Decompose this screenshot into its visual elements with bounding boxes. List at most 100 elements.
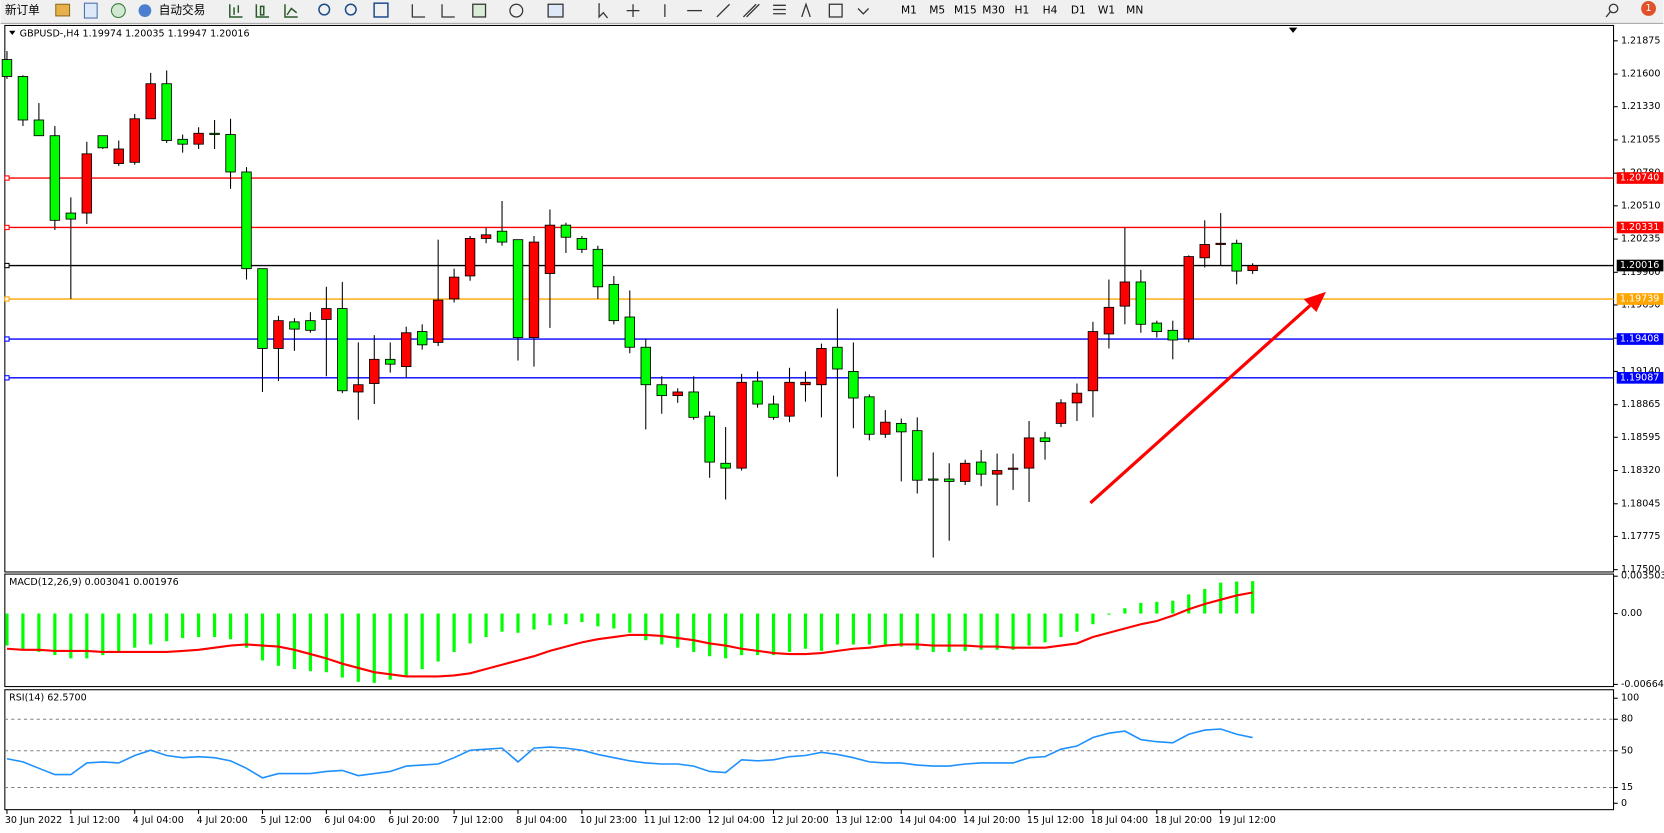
- macd-bar: [484, 613, 488, 638]
- icon[interactable]: [441, 4, 455, 18]
- chart-background: [0, 24, 1664, 833]
- icon[interactable]: [828, 3, 843, 18]
- timeframe-button[interactable]: D1: [1071, 4, 1086, 17]
- macd-bar: [1091, 613, 1095, 625]
- candle-body: [177, 138, 188, 145]
- timeframe-button[interactable]: M5: [929, 4, 945, 17]
- macd-bar: [548, 613, 552, 626]
- macd-bar: [1059, 613, 1063, 638]
- candle-body: [225, 134, 236, 173]
- candle-body: [832, 346, 843, 370]
- candle-body: [416, 331, 428, 346]
- candle-body: [1, 59, 13, 77]
- macd-bar: [979, 613, 983, 650]
- y-tick-label: 1.17500: [1621, 564, 1660, 575]
- timeframe-button[interactable]: M1: [901, 4, 917, 17]
- candle-body: [656, 384, 667, 397]
- y-tick-label: 15: [1621, 782, 1633, 793]
- macd-bar: [1123, 608, 1127, 614]
- icon[interactable]: [255, 4, 270, 18]
- icon[interactable]: [110, 3, 126, 19]
- candle-body: [480, 234, 492, 239]
- candle-body: [257, 268, 268, 349]
- x-tick-label: 11 Jul 12:00: [644, 815, 701, 826]
- auto-trading-button[interactable]: 自动交易: [159, 3, 206, 17]
- icon[interactable]: [598, 3, 609, 19]
- candle-body: [560, 224, 572, 238]
- candle-body: [305, 320, 316, 331]
- macd-bar: [851, 613, 855, 645]
- icon[interactable]: [857, 8, 870, 15]
- icon[interactable]: [373, 2, 389, 18]
- icon[interactable]: [472, 3, 487, 18]
- y-tick-label: 1.21055: [1621, 134, 1660, 145]
- icon[interactable]: [411, 4, 426, 18]
- new-order-button[interactable]: 新订单: [5, 3, 40, 17]
- candle-body: [784, 381, 795, 417]
- timeframe-button[interactable]: M15: [954, 4, 977, 17]
- y-tick-label: 1.21330: [1621, 101, 1660, 112]
- icon[interactable]: [83, 2, 98, 19]
- candle-body: [608, 283, 620, 322]
- icon[interactable]: [547, 3, 564, 18]
- candle-body: [1231, 242, 1242, 272]
- timeframe-button[interactable]: H1: [1014, 4, 1029, 17]
- x-tick-label: 15 Jul 12:00: [1027, 815, 1084, 826]
- y-tick-label: 1.19960: [1621, 267, 1660, 278]
- icon[interactable]: [344, 3, 357, 16]
- icon[interactable]: [716, 3, 731, 18]
- icon[interactable]: [742, 3, 760, 18]
- price-label: 1.20016: [1620, 260, 1659, 271]
- x-tick-label: 14 Jul 20:00: [963, 815, 1020, 826]
- icon[interactable]: [773, 4, 786, 15]
- macd-bar: [420, 613, 424, 670]
- macd-bar: [1235, 581, 1239, 614]
- candle-body: [896, 422, 907, 433]
- macd-bar: [101, 613, 105, 656]
- candle-body: [464, 238, 476, 277]
- macd-bar: [724, 613, 728, 659]
- candle-body: [624, 316, 635, 348]
- chart-shift-marker: [1288, 27, 1298, 33]
- icon[interactable]: [284, 4, 298, 18]
- timeframe-button[interactable]: W1: [1098, 4, 1115, 17]
- candle-body: [944, 478, 955, 482]
- macd-bar: [835, 613, 840, 645]
- price-label: 1.19408: [1620, 334, 1659, 345]
- y-tick-label: 1.21875: [1621, 35, 1660, 46]
- chart-window: GBPUSD-,H4 1.19974 1.20035 1.19947 1.200…: [0, 24, 1664, 833]
- macd-bar: [596, 613, 600, 627]
- x-tick-label: 7 Jul 12:00: [452, 815, 503, 826]
- line-anchor: [4, 336, 10, 342]
- macd-bar: [739, 613, 744, 656]
- y-tick-label: 1.18320: [1621, 465, 1660, 476]
- timeframe-button[interactable]: MN: [1126, 4, 1143, 17]
- macd-bar: [500, 613, 504, 632]
- y-tick-label: 1.21600: [1621, 69, 1660, 80]
- line-anchor: [4, 224, 10, 231]
- notification-count: 1: [1646, 3, 1652, 14]
- candle-body: [145, 83, 156, 120]
- candle-body: [17, 76, 29, 121]
- macd-bar: [388, 613, 392, 680]
- candle-body: [640, 346, 651, 386]
- macd-bar: [1139, 602, 1143, 614]
- y-tick-label: 1.18865: [1621, 399, 1660, 410]
- icon[interactable]: [801, 2, 811, 18]
- timeframe-button[interactable]: M30: [982, 4, 1005, 17]
- price-label-box: [1616, 333, 1664, 345]
- auto-trading-icon[interactable]: [138, 4, 152, 17]
- notification-badge[interactable]: [1641, 1, 1656, 16]
- icon[interactable]: [509, 3, 524, 18]
- icon[interactable]: [318, 3, 331, 16]
- timeframe-button[interactable]: H4: [1043, 4, 1058, 17]
- macd-bar: [1043, 613, 1047, 643]
- search-icon[interactable]: [1608, 3, 1619, 14]
- icon[interactable]: [55, 3, 71, 17]
- macd-bar: [644, 613, 648, 641]
- icon[interactable]: [626, 4, 640, 17]
- arrow-head: [1303, 291, 1326, 312]
- search-icon-handle[interactable]: [1605, 11, 1611, 18]
- icon[interactable]: [229, 4, 243, 18]
